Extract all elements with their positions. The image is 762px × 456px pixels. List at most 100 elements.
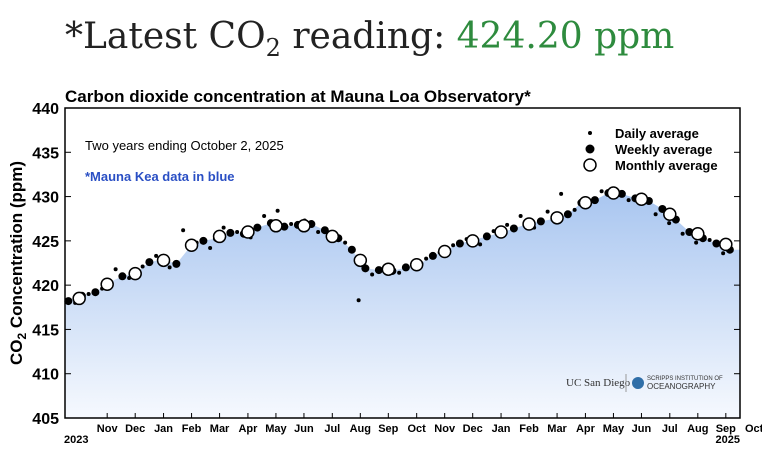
weekly-point — [482, 232, 491, 241]
daily-point — [451, 243, 456, 248]
year-label: 2023 — [64, 434, 88, 446]
x-tick-label: Oct — [408, 423, 427, 435]
monthly-point — [297, 219, 311, 233]
y-tick-label: 430 — [32, 190, 59, 207]
daily-point — [559, 191, 564, 196]
x-tick-label: Jun — [294, 423, 314, 435]
weekly-point — [145, 258, 154, 267]
x-tick-label: Jul — [662, 423, 678, 435]
plot-frame — [64, 107, 741, 419]
weekly-point — [509, 224, 518, 233]
daily-point — [721, 251, 726, 256]
monthly-point — [212, 229, 227, 244]
daily-point — [113, 267, 118, 272]
x-tick-label: May — [265, 423, 287, 435]
legend-symbol — [585, 144, 595, 154]
x-tick-label: May — [603, 423, 625, 435]
daily-point — [235, 230, 240, 234]
daily-point — [181, 228, 186, 233]
year-label: 2025 — [716, 434, 740, 446]
logo-icon — [632, 377, 644, 389]
weekly-point — [712, 239, 721, 248]
monthly-point — [522, 217, 536, 231]
daily-point — [397, 270, 402, 275]
monthly-point — [494, 225, 508, 239]
daily-point — [262, 214, 267, 219]
weekly-point — [455, 239, 464, 248]
legend-symbol — [583, 158, 597, 172]
y-tick-label: 425 — [32, 234, 59, 251]
monthly-point — [634, 192, 649, 206]
x-tick-label: Sep — [716, 423, 736, 435]
daily-point — [572, 207, 577, 212]
monthly-point — [353, 253, 368, 268]
x-tick-label: Apr — [576, 423, 596, 435]
monthly-point — [465, 234, 480, 248]
monthly-point — [128, 266, 142, 281]
y-tick-label: 415 — [32, 322, 59, 339]
headline-value: 424.20 ppm — [457, 16, 675, 57]
plot: 405 410 415 420 425 430 435 440 Nov Dec Jan Feb Mar A… — [32, 101, 762, 435]
daily-point — [694, 240, 699, 245]
legend-label: Daily average — [615, 126, 699, 141]
daily-point — [478, 242, 483, 247]
monthly-point — [550, 211, 564, 225]
y-label-suffix: Concentration (ppm) — [7, 161, 26, 333]
daily-point — [518, 214, 523, 219]
daily-point — [356, 298, 361, 303]
logo-ucsd: UC San Diego — [566, 377, 631, 389]
y-tick-label: 420 — [32, 278, 59, 295]
daily-point — [626, 198, 631, 203]
weekly-point — [91, 288, 100, 297]
legend-label: Weekly average — [615, 142, 712, 157]
daily-point — [275, 208, 280, 213]
x-tick-label: Feb — [519, 423, 539, 435]
x-tick-label: Apr — [238, 423, 258, 435]
monthly-point — [241, 225, 255, 239]
daily-point — [680, 231, 685, 236]
monthly-point — [381, 262, 396, 276]
y-axis-label: CO2 Concentration (ppm) — [7, 161, 29, 365]
daily-point — [599, 189, 604, 194]
daily-point — [505, 222, 510, 227]
daily-point — [154, 253, 159, 258]
legend-label: Monthly average — [615, 158, 718, 173]
weekly-point — [590, 196, 599, 205]
area-fill — [65, 193, 740, 418]
daily-point — [140, 264, 145, 269]
y-label-prefix: CO — [7, 340, 26, 366]
y-label-subscript: 2 — [15, 333, 29, 340]
daily-point — [707, 237, 712, 242]
monthly-point — [269, 219, 283, 233]
y-tick-label: 405 — [32, 411, 59, 428]
headline-prefix: *Latest CO — [65, 16, 266, 57]
y-tick-label: 440 — [32, 101, 59, 118]
daily-point — [289, 222, 294, 227]
daily-point — [316, 230, 321, 234]
monthly-point — [663, 207, 677, 222]
x-tick-label: Jul — [324, 423, 340, 435]
daily-point — [653, 212, 658, 217]
monthly-point — [578, 196, 593, 210]
weekly-point — [172, 259, 181, 268]
chart-title: Carbon dioxide concentration at Mauna Lo… — [65, 87, 531, 106]
logo-scripps: OCEANOGRAPHY — [647, 382, 716, 391]
daily-point — [667, 221, 672, 226]
weekly-point — [226, 228, 235, 237]
headline-subscript: 2 — [266, 34, 281, 62]
x-tick-label: Sep — [378, 423, 398, 435]
x-tick-label: Aug — [350, 423, 371, 435]
monthly-point — [325, 229, 340, 244]
weekly-point — [199, 236, 208, 245]
weekly-point — [320, 226, 329, 235]
weekly-point — [401, 263, 410, 272]
annotation: *Mauna Kea data in blue — [85, 169, 235, 184]
monthly-point — [437, 244, 452, 259]
headline-suffix: reading: — [281, 16, 457, 57]
monthly-point — [100, 277, 114, 292]
x-tick-label: Jun — [632, 423, 652, 435]
monthly-point — [184, 238, 199, 253]
weekly-point — [536, 217, 545, 226]
annotation: Two years ending October 2, 2025 — [85, 138, 284, 153]
